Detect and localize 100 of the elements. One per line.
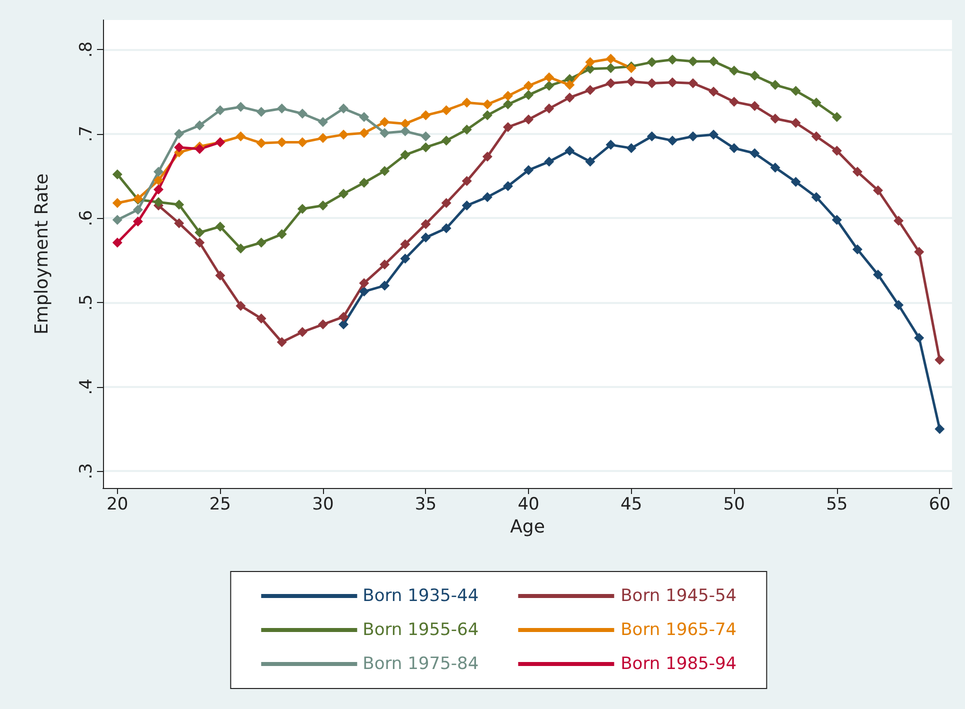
point — [832, 214, 842, 225]
point — [524, 114, 534, 125]
point — [276, 137, 287, 148]
point — [790, 176, 801, 187]
point — [667, 136, 678, 146]
point — [380, 260, 390, 270]
point — [338, 104, 349, 114]
point — [236, 102, 246, 112]
point — [790, 118, 801, 128]
y-tick-label: .5 — [76, 294, 96, 311]
point — [276, 104, 287, 114]
point — [524, 90, 534, 100]
point — [770, 114, 780, 124]
point — [400, 126, 410, 136]
x-tick-label: 40 — [518, 494, 540, 514]
point — [154, 175, 164, 186]
point — [626, 76, 636, 87]
y-tick-label: .6 — [76, 210, 96, 226]
point — [564, 146, 575, 156]
point — [524, 80, 534, 91]
point — [276, 337, 287, 348]
point — [338, 130, 349, 140]
point — [708, 130, 719, 140]
point — [667, 54, 678, 65]
y-tick-label: .7 — [76, 126, 96, 142]
point — [174, 218, 184, 228]
point — [729, 96, 740, 107]
point — [112, 214, 122, 225]
point — [256, 106, 266, 117]
point — [420, 131, 431, 142]
point — [297, 327, 308, 337]
point — [585, 57, 596, 68]
point — [852, 166, 862, 177]
point — [380, 128, 390, 138]
point — [894, 216, 904, 226]
point — [811, 192, 822, 202]
text: Born 1985-94 — [620, 654, 737, 674]
point — [914, 332, 924, 343]
point — [832, 112, 842, 122]
point — [112, 169, 122, 180]
point — [380, 166, 390, 176]
point — [420, 142, 431, 152]
point — [318, 319, 328, 330]
point — [256, 138, 266, 148]
point — [318, 117, 328, 128]
point — [502, 181, 513, 192]
point — [462, 124, 472, 135]
point — [297, 204, 308, 214]
x-tick-label: 55 — [826, 494, 848, 514]
point — [770, 162, 780, 173]
y-tick-label: .4 — [76, 378, 96, 395]
point — [544, 156, 554, 167]
point — [236, 300, 246, 311]
point — [338, 312, 349, 322]
point — [708, 56, 719, 66]
point — [400, 239, 410, 250]
point — [132, 216, 143, 227]
point — [276, 229, 287, 240]
point — [852, 244, 862, 254]
x-axis-title: Age — [510, 516, 545, 538]
point — [544, 80, 554, 91]
point — [420, 110, 431, 120]
point — [688, 78, 698, 88]
point — [606, 140, 616, 150]
point — [482, 192, 492, 202]
x-tick-label: 45 — [620, 494, 642, 514]
point — [420, 219, 431, 230]
point — [215, 105, 226, 116]
point — [646, 57, 657, 68]
y-tick-label: .8 — [76, 41, 96, 58]
point — [194, 120, 205, 130]
x-tick-label: 20 — [106, 494, 128, 514]
point — [544, 104, 554, 114]
point — [729, 143, 740, 154]
text: Born 1945-54 — [620, 586, 737, 606]
point — [194, 227, 205, 238]
point — [914, 246, 924, 257]
point — [338, 319, 349, 330]
point — [462, 98, 472, 108]
point — [318, 133, 328, 144]
point — [112, 198, 122, 208]
point — [729, 66, 740, 76]
point — [564, 92, 575, 103]
point — [380, 117, 390, 128]
point — [667, 77, 678, 88]
point — [256, 238, 266, 248]
point — [482, 99, 492, 110]
point — [934, 424, 945, 434]
point — [750, 70, 760, 81]
point — [934, 354, 945, 365]
point — [380, 280, 390, 291]
point — [441, 105, 452, 116]
point — [215, 222, 226, 232]
point — [441, 223, 452, 234]
point — [462, 200, 472, 211]
point — [400, 150, 410, 160]
point — [318, 200, 328, 211]
point — [544, 72, 554, 82]
x-tick-label: 25 — [209, 494, 231, 514]
point — [708, 86, 719, 97]
